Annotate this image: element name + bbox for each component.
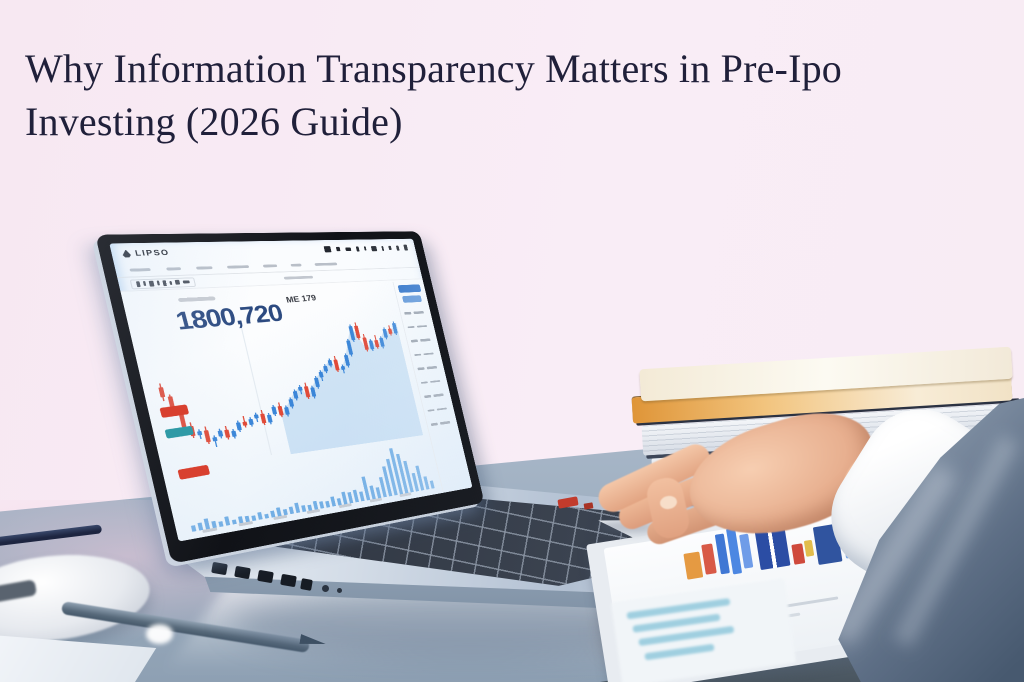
laptop-lid: LIPSO 1800,720 ME 179 [95, 231, 485, 564]
laptop-screen: LIPSO 1800,720 ME 179 [109, 238, 473, 542]
laptop-port-dot [337, 588, 342, 593]
laptop-port-dot [322, 585, 329, 592]
title-line-1: Why Information Transparency Matters in … [25, 46, 842, 91]
chart-panel: 1800,720 ME 179 [120, 279, 473, 542]
light-reflection-dot [146, 624, 173, 644]
title-line-2: Investing (2026 Guide) [25, 99, 403, 144]
page-title: Why Information Transparency Matters in … [25, 42, 945, 148]
